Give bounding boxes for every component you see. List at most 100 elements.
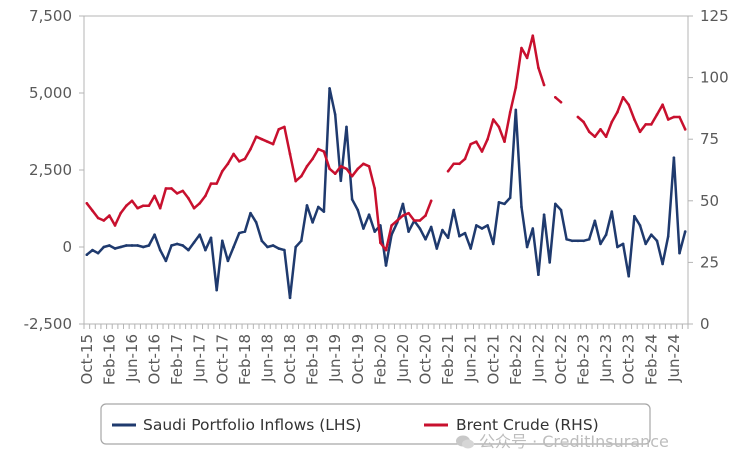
data-point	[570, 239, 574, 243]
legend[interactable]: Saudi Portfolio Inflows (LHS) Brent Crude…	[100, 403, 651, 445]
data-point	[418, 219, 422, 222]
data-point	[260, 239, 264, 243]
data-point	[621, 242, 625, 246]
data-point	[599, 242, 602, 246]
data-point	[514, 108, 518, 112]
data-point	[237, 160, 241, 163]
data-point	[508, 110, 512, 114]
data-point	[531, 227, 535, 230]
data-point	[576, 239, 580, 243]
axes: -2,500 0 2,500 5,000 7,500 0 25 50 75 100 125 Oct-1…	[24, 7, 729, 385]
data-point	[232, 245, 235, 249]
data-point	[491, 242, 495, 246]
data-point	[277, 128, 281, 131]
data-point	[683, 230, 687, 233]
data-point	[85, 201, 89, 205]
data-point	[441, 228, 444, 232]
data-point	[158, 206, 162, 210]
x-axis-tick-label: Feb-16	[100, 334, 118, 385]
data-point	[350, 174, 354, 178]
x-axis-tick-label: Jun-21	[462, 334, 480, 383]
data-point	[362, 227, 365, 230]
data-point	[627, 103, 631, 107]
data-point	[666, 234, 670, 238]
data-point	[525, 245, 529, 249]
data-point	[249, 211, 252, 215]
data-point	[395, 219, 399, 222]
data-point	[418, 227, 422, 230]
data-point	[125, 204, 128, 208]
data-point	[390, 224, 393, 227]
data-point	[503, 140, 506, 143]
data-point	[638, 224, 642, 227]
data-point	[113, 224, 117, 227]
data-point	[175, 242, 179, 246]
data-point	[424, 214, 427, 217]
data-point	[294, 179, 297, 183]
data-point	[305, 165, 309, 168]
data-point	[91, 209, 94, 212]
data-point	[463, 231, 467, 235]
data-point	[102, 245, 106, 249]
x-axis-tick-label: Feb-23	[575, 334, 593, 385]
x-axis-tick-label: Jun-23	[597, 334, 615, 383]
x-axis-tick-label: Feb-22	[507, 334, 525, 385]
data-point	[559, 100, 563, 104]
data-point	[666, 118, 670, 121]
data-point	[429, 225, 433, 229]
data-point	[271, 142, 275, 146]
data-point	[582, 239, 585, 243]
data-point	[333, 172, 337, 175]
data-point	[271, 244, 275, 247]
data-point	[147, 244, 151, 247]
data-point	[683, 128, 687, 131]
data-point	[627, 274, 631, 278]
data-point	[559, 208, 563, 212]
data-point	[616, 110, 619, 114]
data-point	[367, 165, 371, 168]
x-axis-tick-label: Feb-20	[371, 334, 389, 385]
data-point	[390, 233, 393, 236]
data-point	[633, 214, 636, 218]
watermark: 公众号 · CreditInsurance	[455, 428, 669, 452]
x-axis-tick-label: Jun-16	[123, 334, 141, 383]
data-point	[305, 204, 309, 207]
data-point	[164, 187, 168, 190]
data-point	[475, 140, 478, 143]
data-point	[678, 251, 681, 255]
data-point	[153, 233, 156, 236]
data-point	[548, 261, 552, 264]
data-point	[401, 202, 405, 206]
data-point	[220, 169, 224, 173]
data-point	[655, 239, 659, 243]
x-axis-tick-label: Jun-19	[326, 334, 344, 383]
left-axis-tick-label: 0	[62, 238, 72, 256]
data-point	[119, 245, 122, 249]
x-axis-tick-label: Feb-17	[168, 334, 186, 385]
data-point	[616, 245, 619, 249]
data-point	[249, 147, 252, 151]
data-point	[209, 236, 213, 240]
data-point	[266, 140, 269, 143]
plot-area	[83, 15, 689, 325]
data-point	[480, 227, 484, 230]
data-point	[384, 264, 388, 267]
x-axis-tick-label: Feb-24	[642, 334, 660, 385]
data-point	[644, 242, 647, 246]
series-layer	[85, 34, 687, 300]
data-point	[633, 118, 636, 121]
data-point	[187, 197, 190, 200]
data-point	[215, 182, 218, 185]
data-point	[316, 205, 320, 209]
data-point	[486, 137, 489, 141]
data-point	[204, 248, 207, 252]
x-axis-tick-label: Feb-18	[236, 334, 254, 385]
data-point	[283, 248, 286, 252]
data-point	[412, 219, 416, 222]
legend-label-1[interactable]: Saudi Portfolio Inflows (LHS)	[143, 416, 361, 434]
data-point	[311, 221, 314, 224]
legend-label-2[interactable]: Brent Crude (RHS)	[456, 416, 599, 434]
data-point	[520, 205, 523, 209]
data-point	[497, 201, 501, 204]
